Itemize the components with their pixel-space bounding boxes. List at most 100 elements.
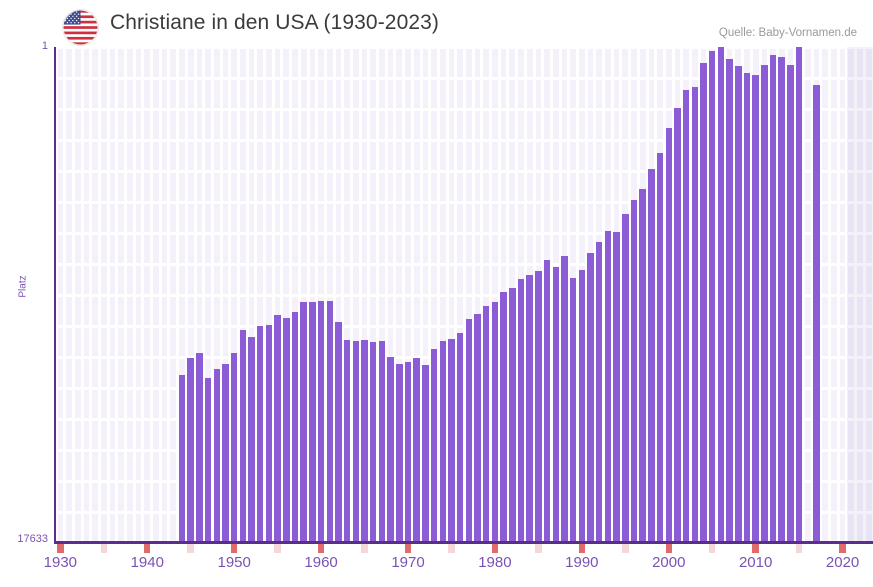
grid-line-horizontal (56, 324, 873, 328)
tick-decade (665, 544, 672, 553)
bar[interactable] (343, 339, 351, 543)
grid-line-horizontal (56, 231, 873, 235)
bar[interactable] (274, 314, 281, 543)
bar[interactable] (178, 374, 186, 543)
bar[interactable] (248, 336, 255, 543)
bar[interactable] (204, 377, 212, 543)
bar[interactable] (378, 341, 386, 543)
bar[interactable] (396, 363, 403, 543)
bar[interactable] (448, 339, 455, 543)
bar[interactable] (404, 362, 412, 543)
bar[interactable] (230, 353, 238, 543)
bar[interactable] (361, 340, 368, 543)
bar[interactable] (491, 301, 499, 543)
bar[interactable] (430, 348, 438, 543)
bar[interactable] (300, 302, 307, 543)
bar[interactable] (622, 213, 629, 543)
bar[interactable] (569, 278, 577, 543)
bar[interactable] (700, 63, 707, 543)
x-axis-tick-label: 2020 (825, 554, 860, 571)
bar[interactable] (283, 317, 290, 543)
bar[interactable] (500, 292, 507, 543)
bar[interactable] (239, 330, 247, 543)
tick-half-decade (708, 544, 716, 553)
bar[interactable] (535, 271, 542, 543)
grid-line-horizontal (56, 417, 873, 421)
bar[interactable] (813, 84, 820, 543)
bar[interactable] (613, 232, 620, 543)
tick-decade (144, 544, 151, 553)
bar[interactable] (413, 357, 420, 543)
bar[interactable] (708, 50, 716, 543)
bar[interactable] (317, 300, 325, 543)
bar[interactable] (682, 90, 690, 543)
grid-line-horizontal (56, 262, 873, 266)
bar[interactable] (656, 153, 664, 543)
bar[interactable] (213, 368, 221, 543)
x-axis-tick-label: 2000 (652, 554, 686, 571)
bar[interactable] (456, 332, 464, 543)
source-credit: Quelle: Baby-Vornamen.de (718, 27, 857, 39)
bar[interactable] (352, 341, 360, 543)
bar[interactable] (648, 168, 655, 543)
bar[interactable] (265, 325, 273, 543)
bar[interactable] (735, 66, 742, 543)
bar[interactable] (187, 358, 194, 543)
bar[interactable] (509, 288, 516, 543)
bar[interactable] (257, 326, 264, 543)
bar[interactable] (552, 267, 559, 543)
bar[interactable] (595, 242, 603, 543)
bar[interactable] (465, 319, 473, 543)
plot-area (56, 47, 873, 543)
bar[interactable] (691, 87, 699, 543)
bar[interactable] (769, 54, 777, 543)
bar[interactable] (196, 353, 203, 543)
bar[interactable] (761, 65, 768, 543)
bar[interactable] (543, 260, 551, 543)
bar[interactable] (604, 230, 612, 543)
tick-decade (57, 544, 64, 553)
bar[interactable] (526, 274, 533, 543)
bar[interactable] (717, 47, 725, 543)
bar[interactable] (222, 363, 229, 543)
bar[interactable] (309, 302, 316, 543)
bar[interactable] (674, 108, 681, 543)
bar[interactable] (335, 321, 342, 543)
bar[interactable] (326, 301, 334, 543)
bar[interactable] (795, 47, 803, 543)
bar[interactable] (752, 74, 759, 543)
chart-header: Christiane in den USA (1930-2023) Quelle… (0, 0, 873, 52)
grid-line-horizontal (56, 355, 873, 359)
grid-line-horizontal (56, 479, 873, 483)
bar[interactable] (439, 341, 446, 543)
bar[interactable] (291, 311, 299, 543)
bar[interactable] (587, 253, 594, 543)
tick-half-decade (100, 544, 108, 553)
tick-half-decade (795, 544, 803, 553)
page-title: Christiane in den USA (1930-2023) (110, 11, 439, 34)
grid-line-horizontal (56, 293, 873, 297)
tick-half-decade (361, 544, 368, 553)
x-axis-tick-label: 1960 (304, 554, 338, 571)
bar[interactable] (561, 256, 568, 543)
bar[interactable] (743, 73, 751, 543)
bar[interactable] (474, 313, 481, 543)
tick-decade (230, 544, 238, 553)
x-axis-tick-label: 1970 (391, 554, 425, 571)
bar[interactable] (369, 342, 377, 543)
bar[interactable] (387, 356, 394, 543)
bar[interactable] (639, 188, 646, 543)
bar[interactable] (517, 279, 525, 543)
bar[interactable] (726, 59, 733, 543)
bar[interactable] (630, 199, 638, 543)
grid-line-horizontal (56, 448, 873, 452)
bar[interactable] (578, 269, 586, 543)
tick-decade (839, 544, 846, 553)
bar[interactable] (778, 56, 785, 543)
bar[interactable] (422, 364, 429, 543)
bar[interactable] (787, 64, 794, 543)
bar[interactable] (665, 128, 672, 543)
y-axis-title: Platz (17, 275, 29, 298)
bar[interactable] (482, 306, 490, 543)
